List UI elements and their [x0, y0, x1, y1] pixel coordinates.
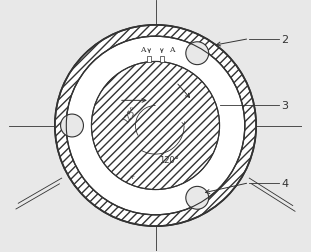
Text: A: A — [169, 46, 174, 54]
Circle shape — [61, 115, 83, 137]
Bar — [160, 56, 164, 63]
Text: 125°: 125° — [121, 105, 139, 125]
Text: 120°: 120° — [159, 156, 179, 165]
Circle shape — [66, 37, 245, 215]
Circle shape — [186, 43, 209, 65]
Text: A: A — [140, 46, 146, 54]
Circle shape — [55, 26, 256, 226]
Bar — [147, 56, 151, 63]
Text: 4: 4 — [281, 178, 288, 188]
Text: 3: 3 — [281, 101, 288, 110]
Circle shape — [55, 26, 256, 226]
Circle shape — [186, 187, 209, 209]
Text: 2: 2 — [281, 35, 288, 44]
Circle shape — [91, 62, 220, 190]
